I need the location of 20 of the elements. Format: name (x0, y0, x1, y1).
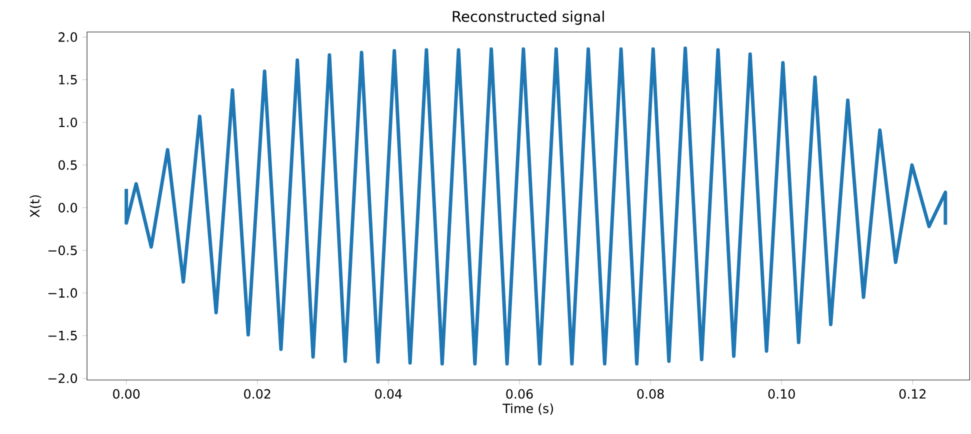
x-tick-label: 0.12 (899, 389, 926, 399)
y-tick-label: 0.5 (58, 160, 77, 170)
y-tick-label: 1.5 (59, 75, 77, 84)
line-series (124, 46, 948, 366)
x-tick-label: 0.00 (113, 389, 140, 399)
x-tick-label: 0.08 (637, 389, 664, 399)
chart-title: Reconstructed signal (452, 10, 604, 25)
x-tick-label: 0.04 (375, 389, 402, 399)
y-tick-label: 0.0 (58, 202, 78, 212)
y-tick-label: −0.5 (48, 246, 77, 256)
x-axis-title: Time (s) (502, 403, 553, 415)
x-tick-label: 0.02 (244, 389, 270, 399)
y-tick-label: −2.0 (48, 373, 78, 384)
x-tick-label: 0.06 (506, 389, 533, 399)
y-tick-label: −1.0 (48, 288, 78, 298)
y-axis-title: X(t) (30, 195, 42, 218)
y-tick-label: 1.0 (59, 118, 78, 128)
x-tick-label: 0.10 (768, 389, 795, 399)
y-tick-label: −1.5 (48, 330, 77, 340)
y-tick-label: 2.0 (58, 32, 78, 42)
